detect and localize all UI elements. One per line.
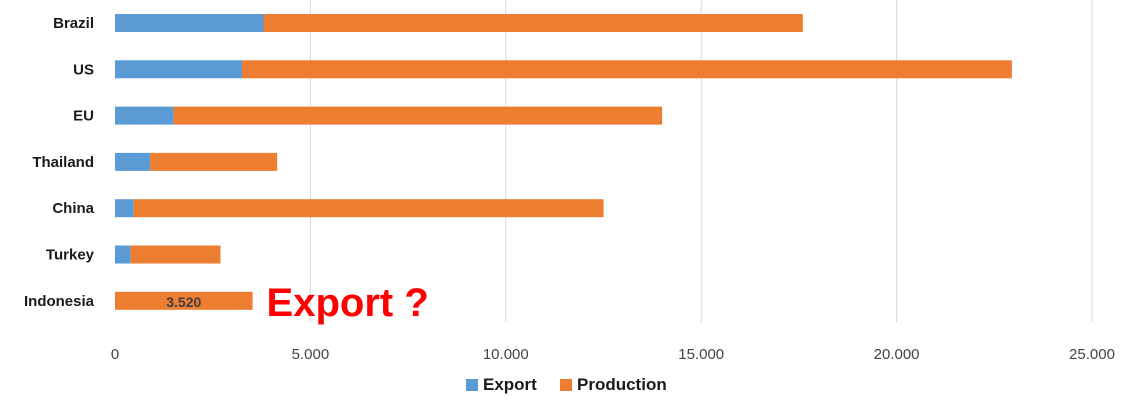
bar-thailand-production [150,152,278,171]
bars [115,14,1012,310]
category-label-indonesia: Indonesia [24,293,95,310]
bar-eu-production [173,106,663,125]
bar-us-export [115,60,243,79]
gridlines [309,0,1093,322]
x-tick-label-15-000: 15.000 [678,346,724,363]
bar-turkey-production [130,245,221,264]
legend: Export Production [466,375,667,394]
category-label-brazil: Brazil [53,15,94,32]
bar-china-production [133,199,604,218]
annotation-export: Export ? [267,281,429,325]
bar-brazil-production [263,14,803,32]
annotations: Export ? [267,281,429,325]
bar-us-production [242,60,1012,79]
x-tick-label-5-000: 5.000 [292,346,330,363]
x-tick-label-0: 0 [111,346,119,363]
category-label-eu: EU [73,108,94,125]
bar-indonesia-production [115,291,253,310]
legend-label-production: Production [577,375,667,394]
legend-swatch-export [466,379,478,391]
bar-thailand-export [115,152,151,171]
x-tick-label-20-000: 20.000 [874,346,920,363]
data-labels: 3.520 [166,294,201,310]
category-label-us: US [73,61,94,78]
x-tick-labels: 0 5.000 10.000 15.000 20.000 25.000 [111,346,1115,363]
category-label-thailand: Thailand [32,154,94,171]
legend-label-export: Export [483,375,537,394]
bar-china-export [115,199,134,218]
bar-turkey-export [115,245,131,264]
category-label-china: China [52,200,94,217]
category-label-turkey: Turkey [46,247,95,264]
legend-swatch-production [560,379,572,391]
bar-brazil-export [115,14,264,32]
data-label-indonesia-production: 3.520 [166,294,201,310]
x-tick-label-10-000: 10.000 [483,346,529,363]
bar-eu-export [115,106,174,125]
category-labels: Brazil US EU Thailand China Turkey Indonesia [24,15,95,310]
x-tick-label-25-000: 25.000 [1069,346,1115,363]
